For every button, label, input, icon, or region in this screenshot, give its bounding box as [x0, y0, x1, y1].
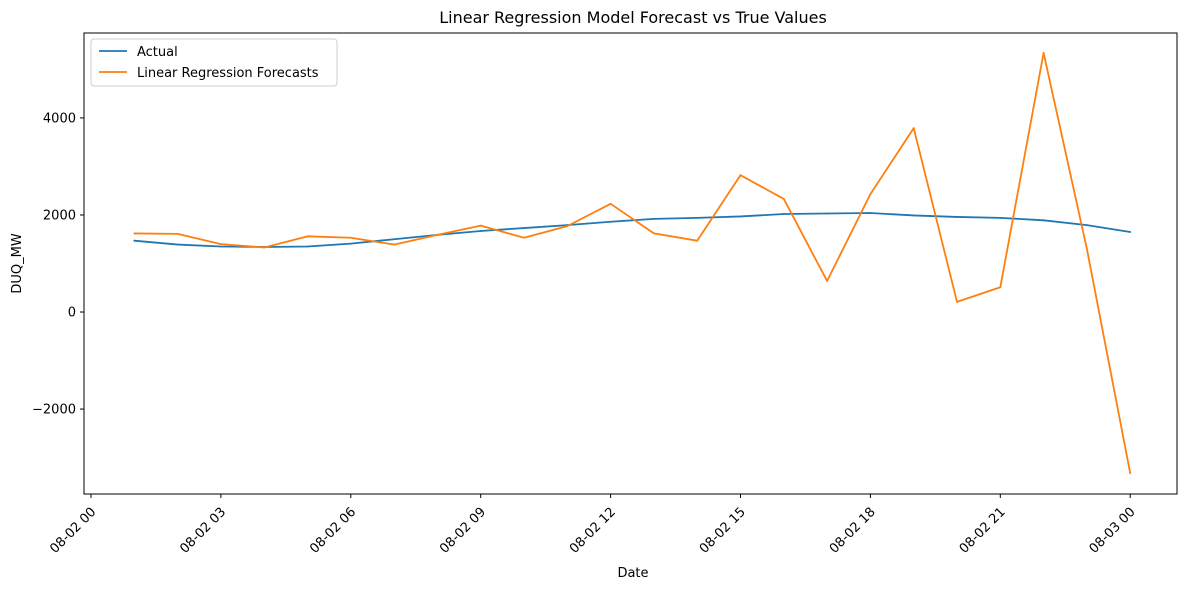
legend: Actual Linear Regression Forecasts — [90, 38, 338, 87]
data-point-forecast — [739, 174, 742, 177]
data-point-actual — [393, 238, 395, 241]
data-point-forecast — [696, 239, 699, 242]
data-point-actual — [999, 216, 1002, 219]
data-point-forecast — [1129, 472, 1132, 475]
data-point-forecast — [609, 202, 612, 205]
data-point-forecast — [393, 243, 395, 246]
y-tick-label: −2000 — [32, 403, 76, 418]
x-tick-label: 08-02 06 — [307, 505, 359, 557]
data-point-actual — [176, 243, 179, 246]
data-point-forecast — [956, 300, 958, 303]
data-point-forecast — [912, 127, 915, 130]
x-tick-label: 08-02 03 — [177, 505, 229, 557]
plot-series — [133, 51, 1132, 475]
x-tick-label: 08-03 00 — [1087, 505, 1139, 557]
x-tick-label: 08-02 09 — [437, 505, 489, 557]
x-tick-label: 08-02 18 — [827, 505, 879, 557]
data-point-actual — [956, 216, 958, 218]
data-point-forecast — [869, 193, 872, 196]
data-point-forecast — [1086, 248, 1088, 250]
x-tick-label: 08-02 15 — [697, 505, 749, 557]
data-point-forecast — [999, 286, 1002, 289]
data-point-actual — [609, 220, 612, 223]
data-point-actual — [653, 217, 655, 220]
data-point-forecast — [220, 243, 222, 245]
data-point-forecast — [566, 225, 569, 228]
data-point-forecast — [436, 233, 439, 236]
data-point-actual — [1129, 231, 1132, 233]
y-tick-label: 4000 — [43, 111, 76, 126]
data-point-forecast — [349, 236, 352, 239]
data-point-actual — [869, 212, 872, 214]
plot-frame — [83, 32, 1178, 495]
legend-box — [90, 38, 338, 87]
data-point-actual — [1086, 224, 1088, 227]
legend-label-actual: Actual — [137, 45, 178, 60]
data-point-actual — [479, 230, 482, 232]
data-point-actual — [306, 245, 309, 248]
data-point-actual — [133, 239, 136, 242]
data-point-forecast — [133, 232, 136, 235]
legend-label-forecast: Linear Regression Forecasts — [137, 66, 319, 81]
x-axis-label: Date — [617, 566, 648, 581]
y-axis: −2000 0 2000 4000 — [32, 111, 84, 418]
data-point-actual — [349, 242, 352, 245]
chart-title: Linear Regression Model Forecast vs True… — [439, 8, 827, 27]
data-point-forecast — [1042, 51, 1045, 54]
x-tick-label: 08-02 12 — [567, 505, 619, 557]
data-point-forecast — [479, 224, 482, 227]
x-tick-label: 08-02 21 — [957, 505, 1009, 557]
data-point-forecast — [782, 198, 785, 200]
data-point-forecast — [523, 236, 525, 239]
data-point-forecast — [176, 232, 179, 235]
data-point-actual — [782, 213, 785, 215]
data-point-forecast — [826, 280, 828, 282]
data-point-actual — [739, 215, 742, 218]
x-tick-label: 08-02 00 — [47, 505, 99, 557]
data-point-actual — [912, 214, 915, 217]
data-point-forecast — [653, 232, 655, 235]
series-line-actual — [134, 212, 1131, 248]
series-line-forecast — [134, 51, 1132, 474]
data-point-actual — [696, 216, 699, 219]
x-axis: 08-02 00 08-02 03 08-02 06 08-02 09 08-02 12… — [47, 494, 1139, 557]
y-tick-label: 2000 — [43, 208, 76, 223]
data-point-actual — [826, 212, 828, 215]
data-point-actual — [220, 245, 222, 248]
data-point-forecast — [263, 246, 266, 249]
y-tick-label: 0 — [68, 306, 76, 321]
data-point-actual — [1042, 219, 1045, 222]
data-point-forecast — [306, 235, 309, 238]
y-axis-label: DUQ_MW — [10, 233, 25, 293]
data-point-actual — [523, 227, 525, 229]
